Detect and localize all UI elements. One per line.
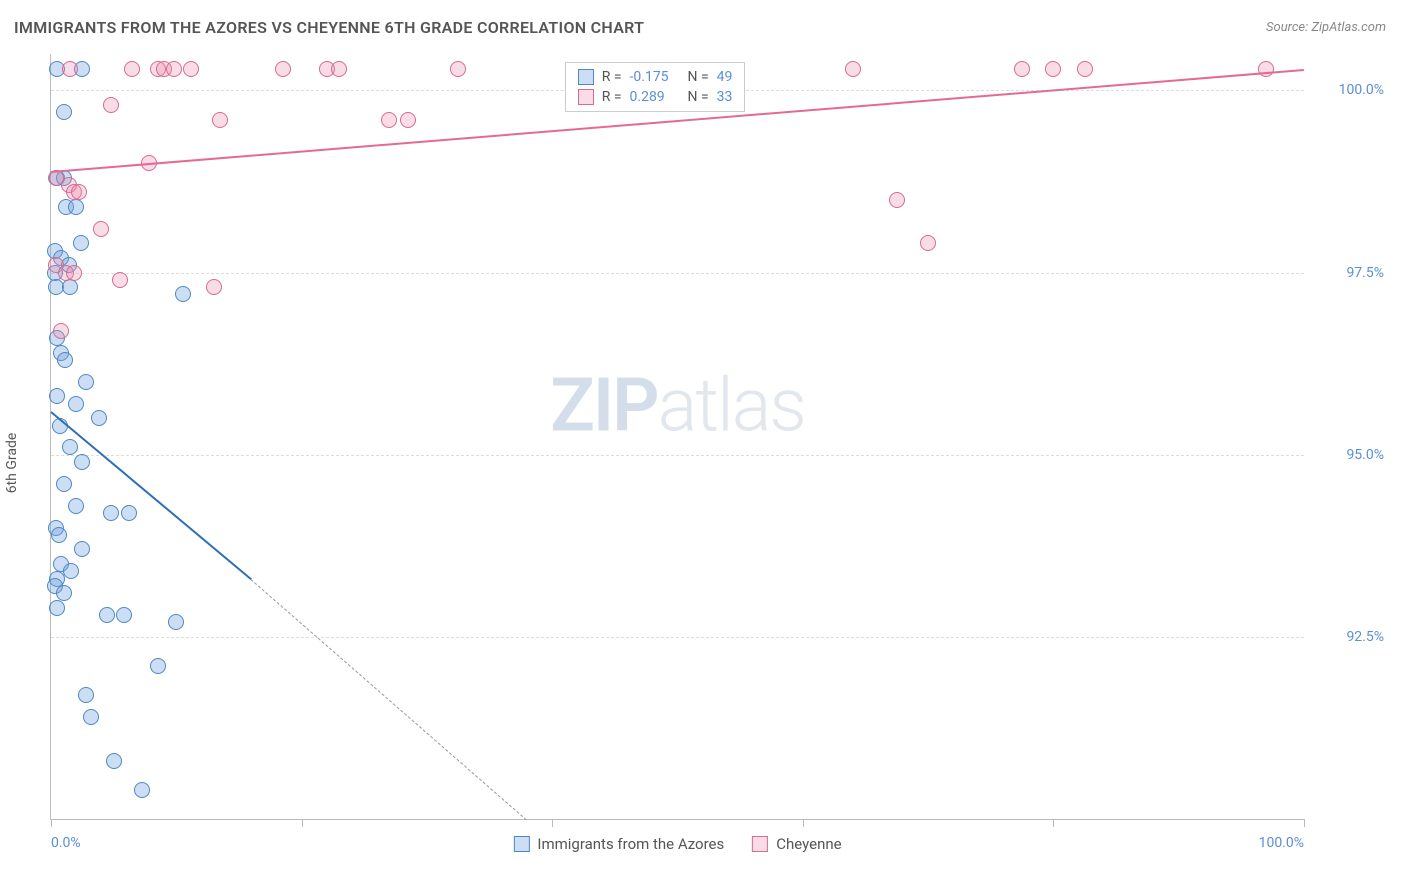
data-point (206, 279, 222, 295)
data-point (150, 658, 166, 674)
r-value: 0.289 (630, 89, 680, 105)
source-value: ZipAtlas.com (1311, 20, 1386, 35)
x-tick (302, 819, 303, 827)
data-point (66, 265, 82, 281)
data-point (53, 323, 69, 339)
legend-swatch (578, 89, 594, 105)
data-point (400, 112, 416, 128)
data-point (275, 61, 291, 77)
data-point (124, 61, 140, 77)
data-point (74, 541, 90, 557)
plot-area: ZIPatlas 0.0% 100.0% Immigrants from the… (50, 54, 1304, 820)
data-point (83, 709, 99, 725)
legend-item: Cheyenne (752, 835, 841, 853)
source-label: Source: (1266, 20, 1308, 35)
stats-legend: R = -0.175 N = 49 R = 0.289 N = 33 (565, 62, 746, 112)
legend-swatch (513, 836, 529, 852)
data-point (166, 61, 182, 77)
n-label: N = (688, 89, 709, 105)
gridline (51, 637, 1304, 638)
bottom-legend: Immigrants from the Azores Cheyenne (513, 835, 841, 853)
data-point (51, 527, 67, 543)
data-point (212, 112, 228, 128)
legend-label: Cheyenne (776, 835, 841, 853)
legend-swatch (752, 836, 768, 852)
data-point (1014, 61, 1030, 77)
data-point (78, 687, 94, 703)
data-point (49, 388, 65, 404)
trend-line-dashed (251, 579, 527, 820)
data-point (175, 286, 191, 302)
x-tick (803, 819, 804, 827)
data-point (73, 235, 89, 251)
x-axis-max-label: 100.0% (1259, 835, 1304, 851)
data-point (63, 563, 79, 579)
data-point (1045, 61, 1061, 77)
data-point (450, 61, 466, 77)
r-value: -0.175 (630, 69, 680, 85)
data-point (183, 61, 199, 77)
data-point (68, 396, 84, 412)
data-point (103, 505, 119, 521)
r-label: R = (602, 89, 622, 105)
legend-item: Immigrants from the Azores (513, 835, 724, 853)
data-point (121, 505, 137, 521)
gridline (51, 455, 1304, 456)
data-point (99, 607, 115, 623)
data-point (889, 192, 905, 208)
data-point (49, 600, 65, 616)
x-tick (51, 819, 52, 827)
n-value: 33 (717, 89, 733, 105)
x-axis-min-label: 0.0% (51, 835, 81, 851)
watermark: ZIPatlas (550, 362, 805, 449)
data-point (168, 614, 184, 630)
y-axis-label: 6th Grade (4, 433, 20, 494)
n-value: 49 (717, 69, 733, 85)
x-tick (552, 819, 553, 827)
data-point (103, 97, 119, 113)
n-label: N = (688, 69, 709, 85)
data-point (74, 454, 90, 470)
x-tick (1304, 819, 1305, 827)
watermark-part2: atlas (658, 362, 805, 449)
data-point (62, 439, 78, 455)
y-tick-label: 97.5% (1312, 265, 1384, 281)
data-point (112, 272, 128, 288)
data-point (845, 61, 861, 77)
data-point (134, 782, 150, 798)
data-point (78, 374, 94, 390)
data-point (56, 104, 72, 120)
y-tick-label: 100.0% (1312, 82, 1384, 98)
data-point (106, 753, 122, 769)
watermark-part1: ZIP (550, 362, 658, 449)
data-point (57, 352, 73, 368)
gridline (51, 273, 1304, 274)
data-point (91, 410, 107, 426)
data-point (1077, 61, 1093, 77)
data-point (71, 184, 87, 200)
data-point (62, 279, 78, 295)
source-attribution: Source: ZipAtlas.com (1266, 20, 1386, 35)
stats-legend-row: R = 0.289 N = 33 (566, 87, 745, 107)
x-tick (1053, 819, 1054, 827)
chart-title: IMMIGRANTS FROM THE AZORES VS CHEYENNE 6… (14, 18, 644, 37)
y-tick-label: 95.0% (1312, 447, 1384, 463)
data-point (381, 112, 397, 128)
data-point (93, 221, 109, 237)
legend-swatch (578, 69, 594, 85)
stats-legend-row: R = -0.175 N = 49 (566, 67, 745, 87)
data-point (920, 235, 936, 251)
y-tick-label: 92.5% (1312, 629, 1384, 645)
data-point (116, 607, 132, 623)
data-point (56, 476, 72, 492)
data-point (62, 61, 78, 77)
data-point (331, 61, 347, 77)
data-point (68, 498, 84, 514)
r-label: R = (602, 69, 622, 85)
data-point (68, 199, 84, 215)
chart-container: 6th Grade ZIPatlas 0.0% 100.0% Immigrant… (14, 48, 1392, 878)
legend-label: Immigrants from the Azores (537, 835, 724, 853)
